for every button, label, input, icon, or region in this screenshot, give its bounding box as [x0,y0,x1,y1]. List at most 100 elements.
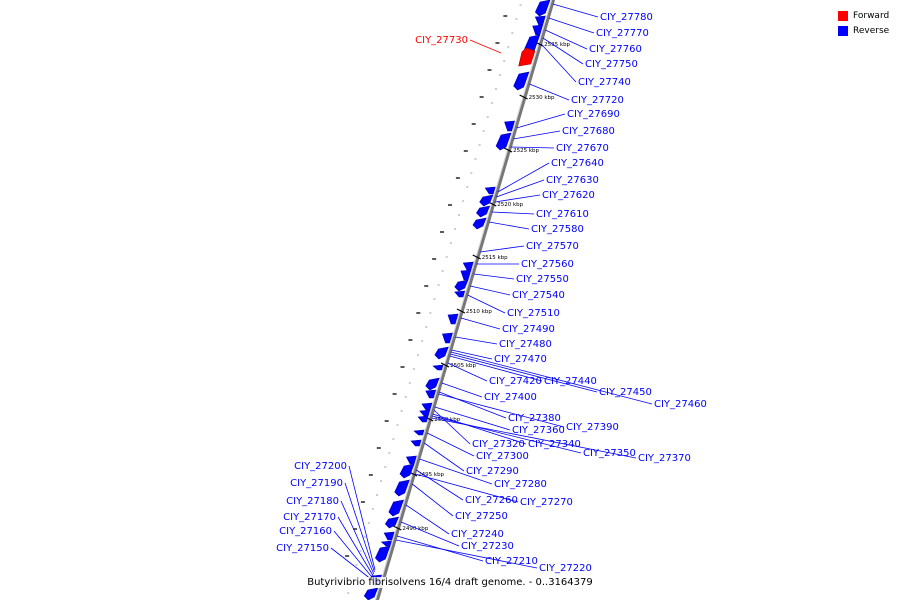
gene-label[interactable]: CIY_27340 [528,439,581,450]
gene-label[interactable]: CIY_27420 [489,376,542,387]
reverse-gene[interactable] [421,402,433,411]
gene-label[interactable]: CIY_27770 [596,28,649,39]
reverse-gene[interactable] [462,261,474,271]
gene-label[interactable]: CIY_27270 [520,497,573,508]
gene-label[interactable]: CIY_27360 [512,425,565,436]
reverse-gene[interactable] [405,455,417,465]
gene-label[interactable]: CIY_27170 [283,512,336,523]
reverse-gene[interactable] [383,531,395,541]
gene-label[interactable]: CIY_27560 [521,259,574,270]
gene-label[interactable]: CIY_27220 [539,563,592,574]
gene-label[interactable]: CIY_27390 [566,422,619,433]
gene-label[interactable]: CIY_27260 [465,495,518,506]
reverse-gene[interactable] [432,364,444,371]
reverse-gene[interactable] [375,545,391,563]
reverse-gene[interactable] [434,346,449,360]
label-connector [516,113,566,129]
gene-label[interactable]: CIY_27190 [290,478,343,489]
reverse-gene[interactable] [454,279,469,292]
reverse-gene[interactable] [484,186,496,195]
reverse-gene[interactable] [532,24,544,36]
gene-label[interactable]: CIY_27210 [485,556,538,567]
forward-gene[interactable] [518,47,536,67]
label-connector [333,530,373,579]
reverse-gene[interactable] [534,0,551,17]
gene-label[interactable]: CIY_27690 [567,109,620,120]
reverse-gene[interactable] [460,269,472,281]
gene-label[interactable]: CIY_27380 [508,413,561,424]
gene-label[interactable]: CIY_27640 [551,158,604,169]
label-connector [480,245,525,253]
reverse-gene[interactable] [388,499,404,517]
legend-forward: Forward [838,8,889,23]
reverse-gene[interactable] [513,71,530,91]
gene-label[interactable]: CIY_27740 [578,77,631,88]
gene-label[interactable]: CIY_27750 [585,59,638,70]
gene-label[interactable]: CIY_27550 [516,274,569,285]
label-connector [540,43,577,83]
gene-label[interactable]: CIY_27320 [472,439,525,450]
gene-label[interactable]: CIY_27670 [556,143,609,154]
reverse-gene[interactable] [472,217,487,230]
gene-label[interactable]: CIY_27570 [526,241,579,252]
reverse-gene[interactable] [447,313,459,325]
label-connector [432,415,582,454]
reverse-gene[interactable] [495,132,512,151]
gene-label[interactable]: CIY_27620 [542,190,595,201]
gene-label[interactable]: CIY_27510 [507,308,560,319]
gene-label[interactable]: CIY_27290 [466,466,519,477]
gene-label[interactable]: CIY_27150 [276,543,329,554]
gene-label[interactable]: CIY_27300 [476,451,529,462]
reverse-gene[interactable] [413,429,425,436]
reverse-gene[interactable] [417,415,429,423]
gene-label[interactable]: CIY_27230 [461,541,514,552]
gene-label[interactable]: CIY_27400 [484,392,537,403]
reverse-gene[interactable] [384,516,400,529]
reverse-gene[interactable] [442,332,453,344]
gene-label[interactable]: CIY_27480 [499,339,552,350]
reverse-gene[interactable] [534,15,546,26]
gene-label[interactable]: CIY_27280 [494,479,547,490]
gene-label[interactable]: CIY_27350 [583,448,636,459]
gene-label[interactable]: CIY_27450 [599,387,652,398]
gene-label[interactable]: CIY_27440 [544,376,597,387]
gene-label[interactable]: CIY_27780 [600,12,653,23]
label-connectors [330,3,653,581]
gene-label[interactable]: CIY_27240 [451,529,504,540]
gene-label[interactable]: CIY_27720 [571,95,624,106]
gene-label[interactable]: CIY_27370 [638,453,691,464]
ruler: 2535 kbp 2530 kbp 2525 kbp 2520 kbp 2515 kbp… [393,41,571,532]
gene-label[interactable]: CIY_27580 [531,224,584,235]
gene-labels[interactable]: CIY_27730 CIY_27780 CIY_27770 CIY_27760 CIY_… [276,12,707,574]
gene-label[interactable]: CIY_27680 [562,126,615,137]
reverse-gene[interactable] [425,377,440,391]
gene-label[interactable]: CIY_27250 [455,511,508,522]
reverse-gene[interactable] [394,479,410,497]
reverse-gene[interactable] [419,409,431,417]
reverse-gene[interactable] [479,194,494,207]
reverse-gene[interactable] [425,389,437,399]
reverse-gene[interactable] [363,587,379,600]
gene-label[interactable]: CIY_27200 [294,461,347,472]
gene-label[interactable]: CIY_27540 [512,290,565,301]
gene-features[interactable] [363,0,551,600]
reverse-gene[interactable] [410,439,422,447]
reverse-gene[interactable] [454,290,466,298]
reverse-gene[interactable] [399,463,415,479]
gene-label[interactable]: CIY_27490 [502,324,555,335]
label-connector [434,406,511,431]
gene-label[interactable]: CIY_27630 [546,175,599,186]
gene-label[interactable]: CIY_27610 [536,209,589,220]
reverse-gene[interactable] [504,120,515,132]
label-connector [439,391,507,419]
gene-label[interactable]: CIY_27160 [279,526,332,537]
reverse-gene[interactable] [380,540,392,547]
gene-label[interactable]: CIY_27760 [589,44,642,55]
reverse-gene[interactable] [476,205,491,218]
gene-label[interactable]: CIY_27180 [286,496,339,507]
gene-label[interactable]: CIY_27460 [654,399,707,410]
gene-label[interactable]: CIY_27730 [415,35,468,46]
label-connector [510,146,555,149]
gene-label[interactable]: CIY_27470 [494,354,547,365]
